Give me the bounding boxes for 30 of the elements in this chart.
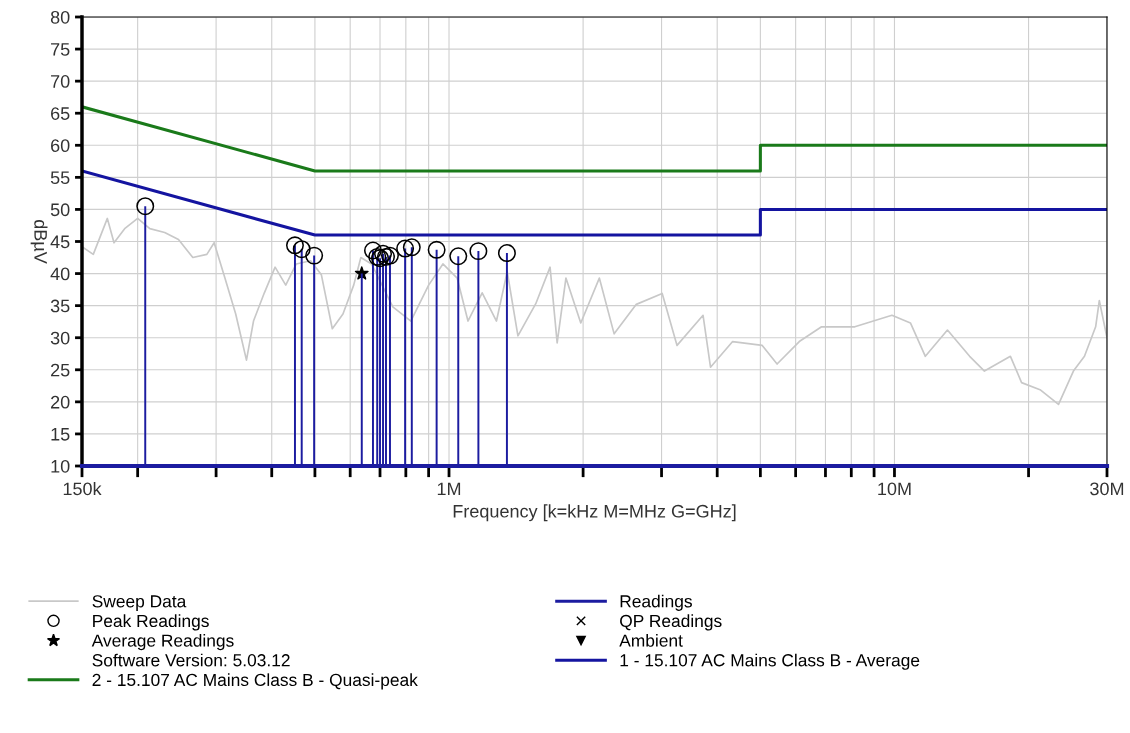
x-tick-label: 10M bbox=[878, 482, 911, 496]
y-tick-label: 50 bbox=[50, 203, 70, 217]
legend-label: Ambient bbox=[619, 634, 683, 647]
y-tick-label: 65 bbox=[51, 107, 70, 120]
y-tick-label: 45 bbox=[50, 235, 70, 249]
y-tick-label: 15 bbox=[51, 428, 70, 441]
y-tick-label: 25 bbox=[51, 363, 70, 377]
x-tick-label: 1M bbox=[437, 482, 461, 496]
y-tick-label: 10 bbox=[51, 459, 70, 473]
y-tick-label: 75 bbox=[51, 43, 70, 56]
y-tick-label: 70 bbox=[51, 75, 70, 88]
y-axis-title: dBµV bbox=[30, 219, 48, 264]
x-tick-label: 30M bbox=[1090, 482, 1124, 496]
legend-label: Average Readings bbox=[91, 634, 234, 651]
legend-label: Readings bbox=[620, 594, 692, 611]
y-tick-label: 40 bbox=[50, 267, 70, 281]
text: Software Version: 5.03.12 bbox=[92, 653, 290, 667]
legend-label: Sweep Data bbox=[92, 595, 187, 611]
y-tick-label: 35 bbox=[50, 299, 70, 313]
y-tick-label: 30 bbox=[50, 331, 70, 345]
y-tick-label: 60 bbox=[51, 139, 70, 153]
x-axis-title: Frequency [k=kHz M=MHz G=GHz] bbox=[453, 504, 736, 522]
x-tick-label: 150k bbox=[63, 481, 102, 496]
legend-label: 2 - 15.107 AC Mains Class B - Quasi-peak bbox=[92, 673, 418, 690]
legend-label: 1 - 15.107 AC Mains Class B - Average bbox=[620, 653, 920, 670]
y-tick-label: 20 bbox=[51, 395, 70, 409]
legend-label: QP Readings bbox=[620, 614, 722, 631]
legend-label: Peak Readings bbox=[93, 614, 209, 631]
y-tick-label: 55 bbox=[50, 171, 70, 185]
y-tick-label: 80 bbox=[50, 10, 70, 24]
